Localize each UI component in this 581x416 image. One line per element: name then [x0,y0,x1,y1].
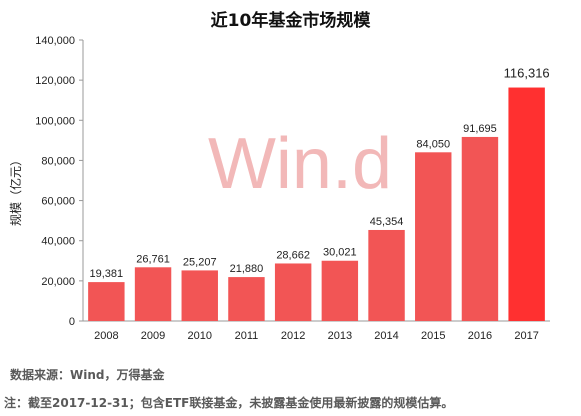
bar-chart: Win.d 规模（亿元） 0 20,000 40,000 60,000 80,000 10… [8,35,550,342]
data-label: 21,880 [230,263,264,275]
bar-2016 [461,136,499,321]
x-tick-label: 2012 [281,330,305,342]
y-tick-label: 120,000 [35,75,75,87]
x-tick-label: 2017 [514,330,538,342]
y-tick-label: 140,000 [35,35,75,47]
data-label: 116,316 [504,66,550,81]
data-label: 84,050 [416,138,450,150]
data-label: 28,662 [276,249,310,261]
y-tick-label: 60,000 [41,196,75,208]
y-tick-label: 0 [69,316,75,328]
y-axis-title: 规模（亿元） [8,154,23,226]
data-label: 25,207 [183,256,217,268]
x-tick-label: 2010 [188,330,212,342]
y-tick-label: 80,000 [41,155,75,167]
x-tick-label: 2008 [94,330,118,342]
source-note: 数据来源：Wind，万得基金 [10,368,165,382]
x-tick-label: 2016 [468,330,492,342]
bar-2012 [274,263,312,321]
x-tick-label: 2014 [374,330,398,342]
bar-2014 [368,229,405,321]
footnote: 注：截至2017-12-31；包含ETF联接基金，未披露基金使用最新披露的规模估… [4,396,454,410]
x-tick-label: 2015 [421,330,445,342]
data-label: 30,021 [323,247,357,259]
x-tick-label: 2013 [328,330,352,342]
data-label: 19,381 [90,268,124,280]
y-tick-label: 40,000 [41,236,75,248]
data-label: 26,761 [136,253,170,265]
watermark-text: Win.d [208,124,392,204]
bar-2008 [88,282,125,321]
bar-2009 [134,267,172,321]
bar-2010 [181,270,218,321]
data-label: 45,354 [370,216,404,228]
bar-2013 [321,260,359,321]
bar-2015 [415,152,452,321]
bar-2011 [228,277,265,321]
x-tick-label: 2011 [235,330,259,342]
chart-title: 近10年基金市场规模 [210,11,371,31]
x-tick-label: 2009 [141,330,165,342]
y-tick-label: 20,000 [41,276,75,288]
bar-2017 [508,87,545,321]
y-tick-label: 100,000 [35,115,75,127]
data-label: 91,695 [463,123,497,135]
